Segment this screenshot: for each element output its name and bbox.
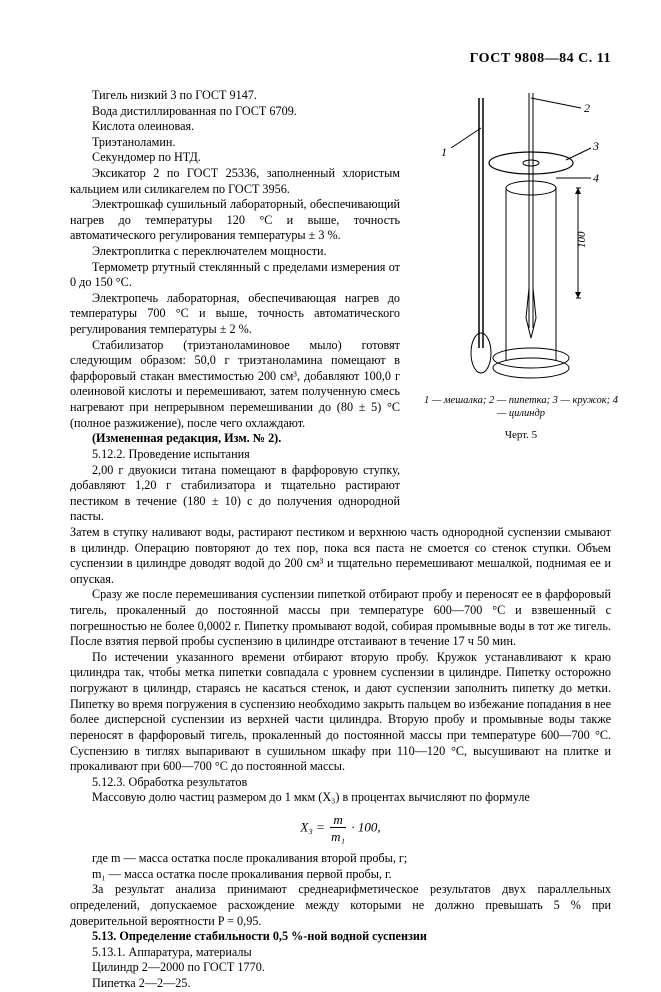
figure-label: Черт. 5 [421,428,621,442]
para: Эксикатор 2 по ГОСТ 25336, заполненный х… [70,166,400,197]
para: Термометр ртутный стеклянный с пределами… [70,260,400,291]
section-513-title: 5.13. Определение стабильности 0,5 %-ной… [70,929,611,945]
para: Стабилизатор (триэтаноламиновое мыло) го… [70,338,400,432]
figure-svg: 100 1 2 3 4 [431,88,611,388]
label-4: 4 [593,171,599,185]
label-2: 2 [584,101,590,115]
para: Затем в ступку наливают воды, растирают … [70,525,611,587]
para: Электроплитка с переключателем мощности. [70,244,400,260]
para: По истечении указанного времени отбирают… [70,650,611,775]
formula-rhs: · 100, [351,820,380,835]
para: Кислота олеиновая. [70,119,400,135]
para: Электропечь лабораторная, обеспечивающая… [70,291,400,338]
para-amend: (Измененная редакция, Изм. № 2). [70,431,400,447]
para: Сразу же после перемешивания суспензии п… [70,587,611,649]
formula-den: m₁ [328,829,348,844]
para: Цилиндр 2—2000 по ГОСТ 1770. [70,960,611,976]
label-3: 3 [592,139,599,153]
formula-x3: X₃ = m m₁ · 100, [70,812,611,845]
formula-num: m [330,812,345,828]
para: 5.13.1. Аппаратура, материалы [70,945,611,961]
page-header: ГОСТ 9808—84 С. 11 [70,50,611,68]
dim-100: 100 [576,231,588,248]
where-line: m₁ — масса остатка после прокаливания пе… [92,867,611,883]
where-line: где m — масса остатка после прокаливания… [92,851,611,867]
formula-lhs: X₃ = [300,820,324,835]
body-text: Затем в ступку наливают воды, растирают … [70,525,611,992]
para: 2,00 г двуокиси титана помещают в фарфор… [70,463,400,525]
para: Пипетка 2—2—25. [70,976,611,992]
para: Массовую долю частиц размером до 1 мкм (… [70,790,611,806]
para: Триэтаноламин. [70,135,400,151]
figure-5: 100 1 2 3 4 1 — мешалка; 2 — пипетка; 3 … [421,88,621,442]
para: 5.12.3. Обработка результатов [70,775,611,791]
left-column: Тигель низкий 3 по ГОСТ 9147. Вода дисти… [70,88,400,525]
para: Тигель низкий 3 по ГОСТ 9147. [70,88,400,104]
para: Вода дистиллированная по ГОСТ 6709. [70,104,400,120]
figure-caption: 1 — мешалка; 2 — пипетка; 3 — кружок; 4 … [421,394,621,420]
para: За результат анализа принимают среднеари… [70,882,611,929]
para: 5.12.2. Проведение испытания [70,447,400,463]
where-block: где m — масса остатка после прокаливания… [70,851,611,882]
para: Электрошкаф сушильный лабораторный, обес… [70,197,400,244]
label-1: 1 [441,145,447,159]
para: Секундомер по НТД. [70,150,400,166]
